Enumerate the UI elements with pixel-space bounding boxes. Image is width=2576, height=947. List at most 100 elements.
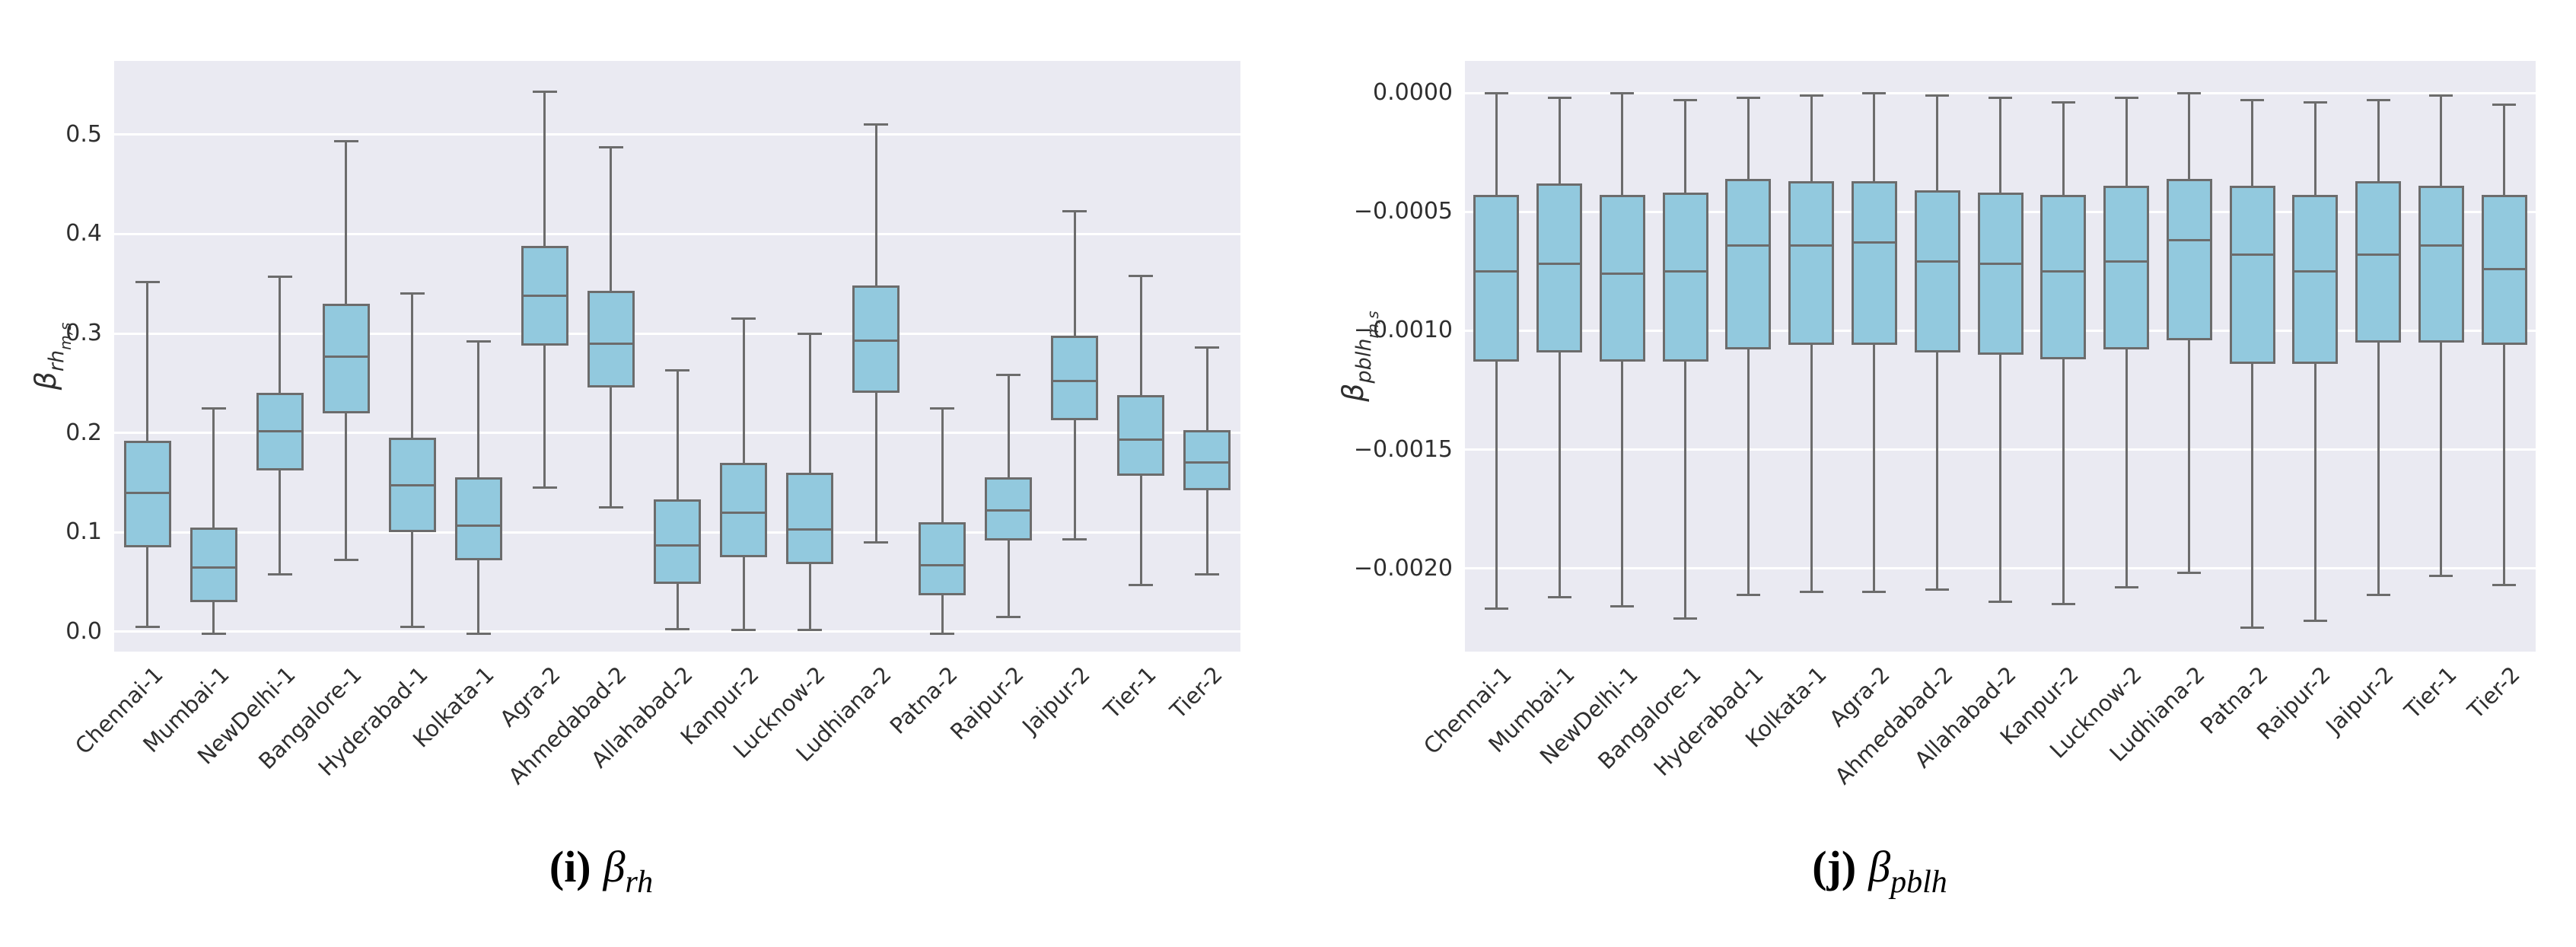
whisker-cap-lower	[1799, 591, 1823, 594]
median-line	[2166, 239, 2212, 242]
whisker-lower	[1621, 362, 1624, 607]
whisker-cap-lower	[665, 627, 689, 630]
whisker-upper	[2188, 93, 2191, 179]
y-tick-label: 0.1	[65, 518, 102, 546]
median-line	[1851, 241, 1897, 244]
whisker-cap-upper	[2366, 99, 2390, 102]
whisker-lower	[212, 601, 215, 634]
median-line	[2418, 244, 2464, 247]
box	[1725, 178, 1772, 350]
whisker-lower	[1139, 475, 1142, 585]
whisker-upper	[279, 276, 282, 394]
box	[786, 472, 834, 565]
median-line	[1536, 263, 1583, 266]
whisker-upper	[1810, 95, 1813, 181]
whisker-cap-lower	[2303, 619, 2327, 622]
whisker-cap-upper	[2240, 99, 2265, 102]
whisker-lower	[2125, 349, 2128, 588]
whisker-lower	[1999, 354, 2001, 602]
whisker-cap-lower	[267, 572, 292, 576]
box	[2103, 185, 2150, 350]
whisker-lower	[676, 584, 679, 630]
whisker-upper	[1684, 100, 1687, 193]
box	[322, 303, 370, 413]
box	[1599, 195, 1645, 362]
whisker-lower	[1810, 345, 1813, 592]
whisker-cap-upper	[2303, 101, 2327, 104]
whisker-cap-lower	[201, 633, 226, 636]
box	[1788, 180, 1835, 346]
y-tick-label: 0.5	[65, 120, 102, 148]
median-line	[1051, 380, 1099, 383]
median-line	[1662, 269, 1708, 273]
whisker-lower	[2313, 364, 2316, 621]
y-tick-label: 0.3	[65, 320, 102, 346]
median-line	[1117, 438, 1165, 442]
gridline	[1465, 91, 2536, 94]
whisker-lower	[742, 557, 745, 630]
whisker-cap-lower	[1547, 595, 1571, 598]
whisker-cap-lower	[996, 615, 1021, 618]
whisker-cap-upper	[864, 123, 889, 126]
box	[1183, 429, 1231, 491]
whisker-cap-lower	[2429, 574, 2453, 577]
whisker-cap-lower	[798, 628, 823, 631]
box	[1851, 180, 1897, 346]
whisker-cap-lower	[2492, 584, 2517, 587]
whisker-cap-lower	[1129, 584, 1154, 587]
whisker-cap-upper	[1610, 91, 1635, 94]
whisker-lower	[1205, 490, 1208, 575]
y-axis-subscript: pblh	[1352, 338, 1376, 384]
box	[720, 462, 768, 557]
whisker-lower	[610, 387, 613, 508]
whisker-upper	[2062, 102, 2065, 196]
median-line	[189, 566, 237, 569]
whisker-lower	[1073, 419, 1076, 540]
whisker-cap-lower	[1989, 600, 2012, 603]
whisker-cap-lower	[1673, 617, 1698, 620]
whisker-cap-upper	[1925, 94, 1950, 97]
whisker-upper	[1621, 93, 1624, 196]
whisker-cap-lower	[930, 633, 955, 636]
whisker-lower	[2251, 364, 2254, 628]
whisker-cap-upper	[996, 374, 1021, 377]
whisker-upper	[212, 408, 215, 528]
box	[2481, 195, 2527, 346]
whisker-lower	[543, 345, 546, 488]
box	[985, 477, 1033, 540]
whisker-cap-upper	[532, 91, 557, 93]
whisker-lower	[2440, 343, 2443, 576]
whisker-cap-lower	[2114, 586, 2138, 589]
whisker-cap-upper	[1195, 346, 1220, 349]
whisker-upper	[2313, 102, 2316, 196]
whisker-upper	[1999, 97, 2001, 193]
median-line	[2103, 260, 2150, 263]
median-line	[1977, 263, 2024, 266]
whisker-upper	[1205, 347, 1208, 430]
box	[123, 441, 171, 547]
box	[654, 499, 701, 585]
whisker-cap-lower	[333, 559, 358, 562]
median-line	[1725, 244, 1772, 247]
box	[2040, 195, 2087, 359]
y-tick-label: −0.0010	[1353, 317, 1453, 344]
median-line	[2292, 269, 2339, 273]
whisker-cap-upper	[135, 280, 160, 283]
gridline	[114, 232, 1240, 235]
median-line	[1788, 244, 1835, 247]
whisker-cap-upper	[598, 146, 623, 149]
whisker-cap-upper	[1799, 94, 1823, 97]
median-line	[256, 429, 304, 432]
whisker-upper	[1873, 93, 1876, 181]
whisker-lower	[345, 413, 348, 560]
caption-symbol: β	[1868, 842, 1891, 891]
whisker-cap-upper	[665, 368, 689, 371]
caption-rh: (i) βrh	[68, 841, 1134, 901]
median-line	[786, 528, 834, 531]
whisker-cap-upper	[2114, 96, 2138, 99]
box	[2418, 185, 2464, 343]
whisker-lower	[1747, 349, 1750, 595]
whisker-upper	[941, 408, 944, 523]
box	[2229, 185, 2275, 365]
whisker-cap-lower	[135, 625, 160, 628]
